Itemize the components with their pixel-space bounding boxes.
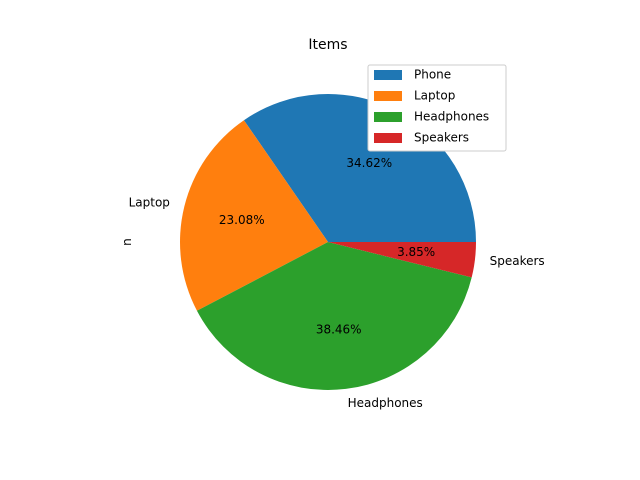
percent-label-speakers: 3.85% <box>397 245 435 259</box>
legend-swatch-speakers <box>374 133 402 143</box>
category-label-laptop: Laptop <box>129 196 170 210</box>
legend-label-phone: Phone <box>414 68 451 82</box>
percent-label-phone: 34.62% <box>346 156 392 170</box>
legend: Phone Laptop Headphones Speakers <box>368 65 506 151</box>
legend-swatch-laptop <box>374 91 402 101</box>
category-label-speakers: Speakers <box>490 254 545 268</box>
legend-swatch-headphones <box>374 112 402 122</box>
legend-label-speakers: Speakers <box>414 131 469 145</box>
percent-label-laptop: 23.08% <box>219 213 265 227</box>
category-label-headphones: Headphones <box>348 396 423 410</box>
chart-title: Items <box>308 37 347 53</box>
legend-swatch-phone <box>374 70 402 80</box>
y-axis-label: n <box>120 238 134 246</box>
percent-label-headphones: 38.46% <box>316 323 362 337</box>
legend-label-headphones: Headphones <box>414 110 489 124</box>
legend-label-laptop: Laptop <box>414 89 455 103</box>
